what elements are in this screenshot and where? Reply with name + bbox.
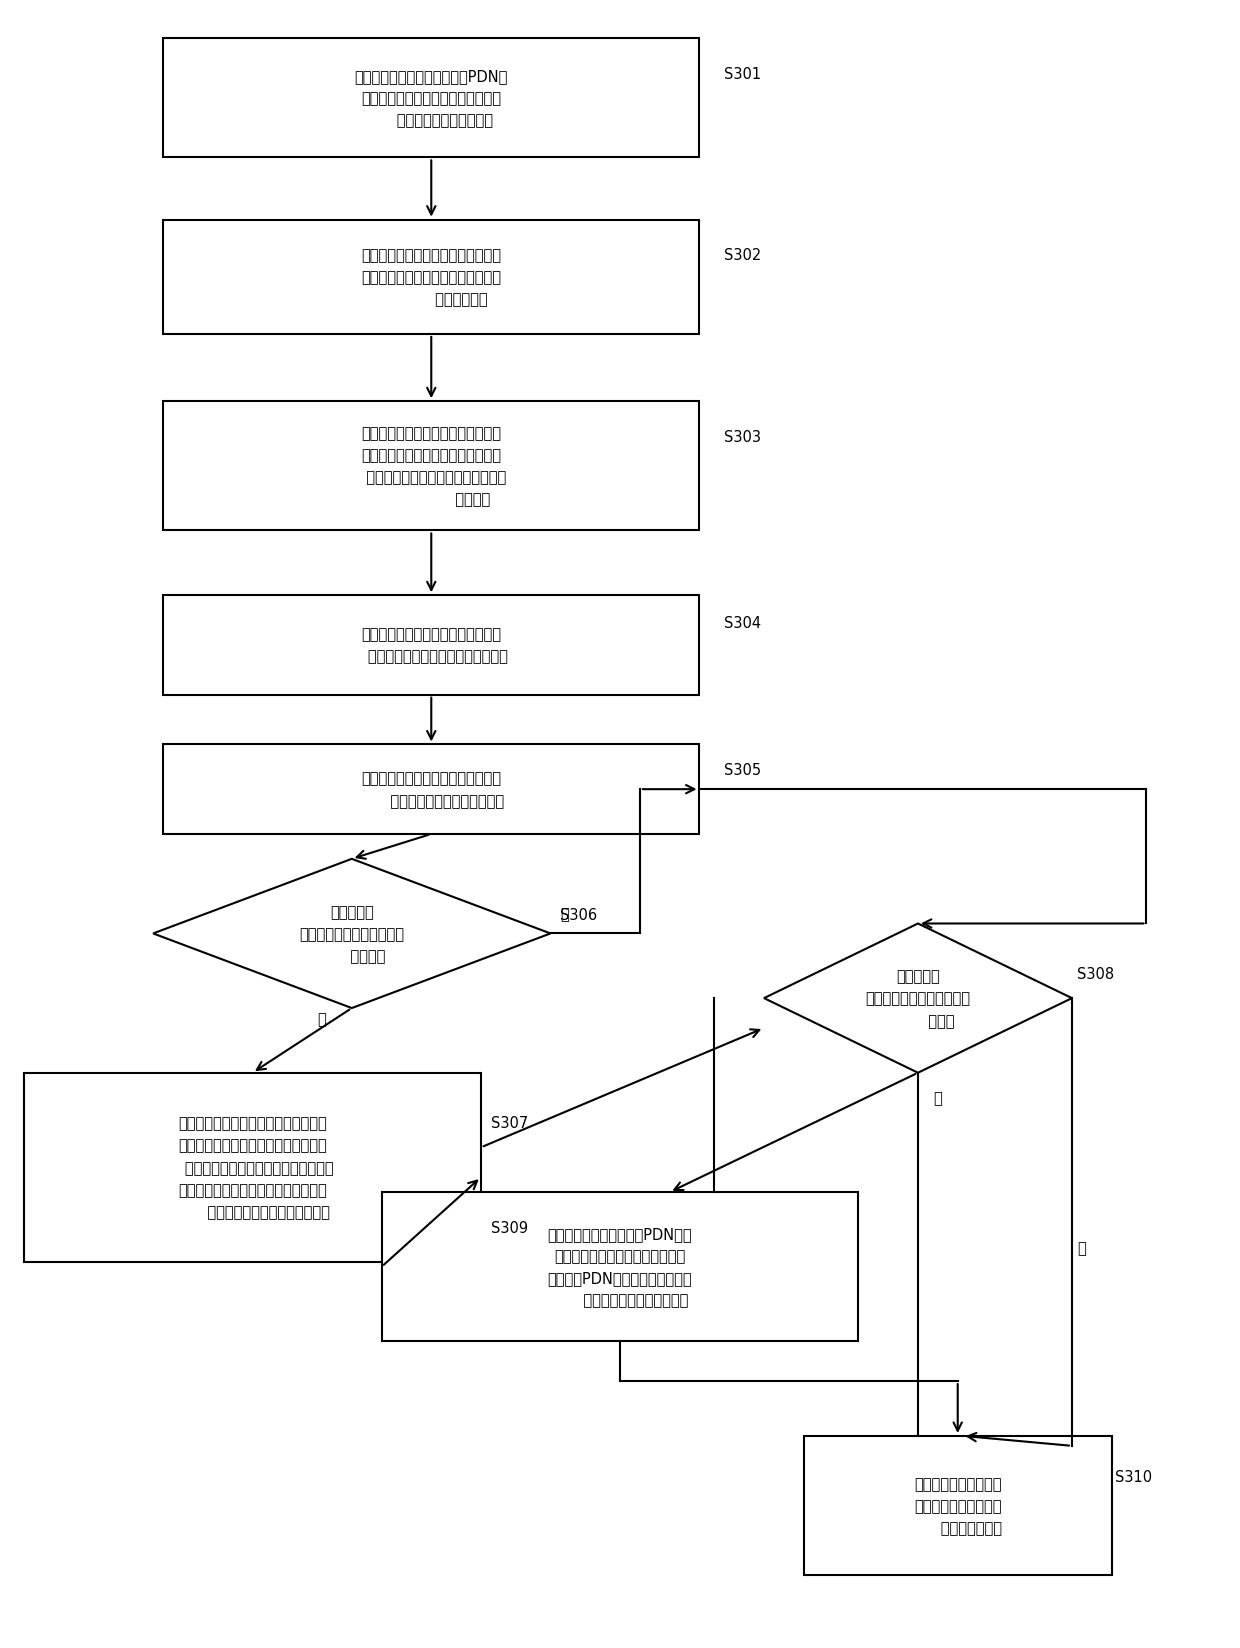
Text: 否: 否 [932,1091,941,1106]
Text: 当所述应用处理器接收到所述异常消
息时，获取所述调制解调器当前使用
             的第一协议栈: 当所述应用处理器接收到所述异常消 息时，获取所述调制解调器当前使用 的第一协议栈 [361,247,501,307]
Text: S303: S303 [724,430,761,445]
Text: 所述应用处理器获取所述PDN连接
失败的日志，并将所述网络异常原
因、所述PDN连接失败的日志以及
       所述当前位置上报至网络侧: 所述应用处理器获取所述PDN连接 失败的日志，并将所述网络异常原 因、所述PDN… [548,1226,692,1309]
Bar [164,40,699,158]
Text: 所述应用处
理器判断网络异常原因是否
          上报过: 所述应用处 理器判断网络异常原因是否 上报过 [866,969,971,1028]
Text: S305: S305 [724,763,761,778]
Text: 所述应用处理器开启所述第二协议栈
   并使用所述第二协议栈进行网络注册: 所述应用处理器开启所述第二协议栈 并使用所述第二协议栈进行网络注册 [355,626,508,664]
Text: 所述应用处理器关闭所述第一协议栈
并从所述调制解调器支持的多个协议
  栈中选择除所述第一协议栈之外的第
                  二协议栈: 所述应用处理器关闭所述第一协议栈 并从所述调制解调器支持的多个协议 栈中选择除所… [357,425,506,508]
Bar [164,597,699,695]
Text: S307: S307 [491,1116,528,1131]
Text: 否: 否 [1076,1239,1086,1256]
Text: 所述应用处理器将所述
网络异常原因发送至显
      示设备进行显示: 所述应用处理器将所述 网络异常原因发送至显 示设备进行显示 [913,1477,1002,1536]
Polygon shape [764,925,1071,1073]
Text: S302: S302 [724,247,761,262]
Text: S308: S308 [1076,967,1114,982]
Bar [382,1193,858,1341]
Text: 当所述第二协议栈网络注册成功时，
       所述应用处理器记录当前位置: 当所述第二协议栈网络注册成功时， 所述应用处理器记录当前位置 [358,771,505,808]
Text: 所述应用处
理器判断所述当前位置是否
       发生变化: 所述应用处 理器判断所述当前位置是否 发生变化 [299,905,404,964]
Text: 所述应用处理器恢复所述调制解调器支
持的多个协议栈中的默认协议栈开关状
   态，或恢复所述调制解调器支持的多个
协议栈中的默认协议栈开关状态并同时
     : 所述应用处理器恢复所述调制解调器支 持的多个协议栈中的默认协议栈开关状 态，或恢… [171,1116,334,1220]
Bar [804,1435,1112,1575]
Text: 否: 否 [560,906,569,921]
Text: 是: 是 [317,1012,326,1027]
Text: 调制解调器检测到公用数据网PDN连
接失败时，将携带网络异常原因的异
      常消息发送至应用处理器: 调制解调器检测到公用数据网PDN连 接失败时，将携带网络异常原因的异 常消息发送… [355,69,508,129]
Bar [164,402,699,531]
Bar [164,745,699,834]
Bar [164,221,699,335]
Polygon shape [154,859,551,1009]
Text: S304: S304 [724,616,761,631]
Text: S310: S310 [1115,1468,1152,1483]
Text: S309: S309 [491,1220,528,1236]
Bar [24,1073,481,1262]
Text: S301: S301 [724,68,761,82]
Text: S306: S306 [560,906,598,921]
